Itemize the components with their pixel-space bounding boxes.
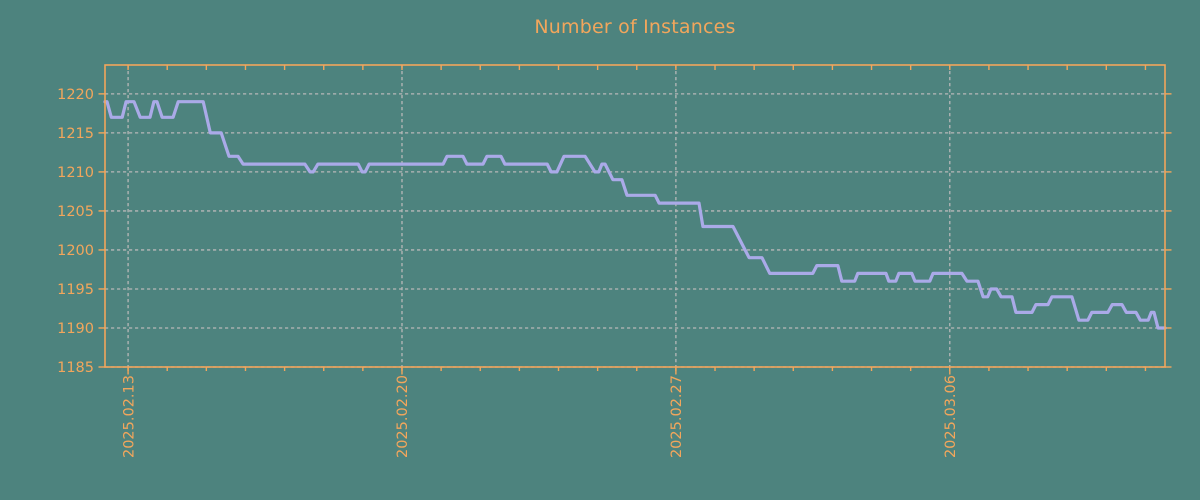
y-tick-label: 1200 [57,243,94,259]
y-tick-label: 1205 [57,204,94,220]
y-tick-label: 1190 [57,321,94,337]
gridlines [105,65,1165,368]
y-tick-label: 1220 [57,87,94,103]
x-tick-label: 2025.03.06 [943,375,959,458]
y-tick-label: 1185 [57,360,94,376]
plot-border [104,64,1166,368]
series-line-instances [103,100,1167,330]
x-tick-label: 2025.02.27 [669,375,685,458]
y-tick-label: 1210 [57,165,94,181]
chart-title: Number of Instances [534,16,736,38]
y-tick-label: 1195 [57,282,94,298]
x-tick-label: 2025.02.20 [395,375,411,458]
tick-labels: 1185 1190 1195 1200 1205 1210 1215 1220 2025.02.… [57,87,959,458]
y-tick-label: 1215 [57,126,94,142]
x-tick-label: 2025.02.13 [121,375,137,458]
